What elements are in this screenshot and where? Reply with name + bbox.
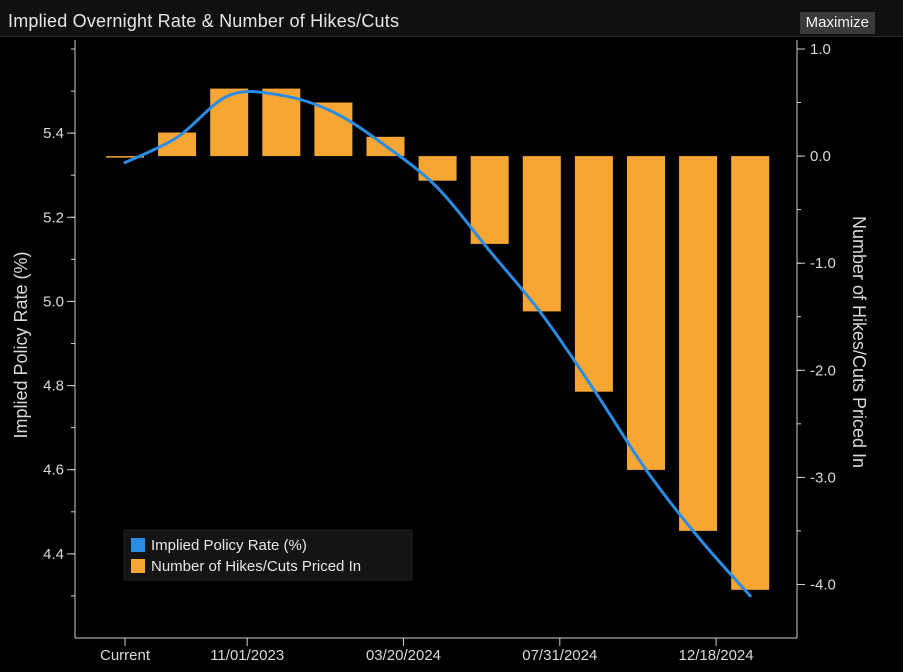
right-tick-label-5: -4.0 <box>810 577 836 594</box>
legend-box <box>123 529 413 581</box>
bar-12 <box>731 156 770 590</box>
bar-0 <box>106 156 144 158</box>
right-tick-label-1: 0.0 <box>810 148 831 165</box>
left-tick-label-0: 4.4 <box>43 546 64 563</box>
right-tick-label-4: -3.0 <box>810 469 836 486</box>
line-series <box>123 89 752 598</box>
right-tick-label-0: 1.0 <box>810 41 831 58</box>
left-axis-title: Implied Policy Rate (%) <box>11 251 31 438</box>
policy-rate-line <box>123 89 752 598</box>
bar-11 <box>679 156 718 531</box>
right-axis-title: Number of Hikes/Cuts Priced In <box>849 216 869 468</box>
bar-1 <box>158 132 197 157</box>
x-tick-label-3: 07/31/2024 <box>522 647 597 664</box>
x-tick-label-4: 12/18/2024 <box>679 647 754 664</box>
legend-label-line: Implied Policy Rate (%) <box>151 537 307 554</box>
legend-label-bar: Number of Hikes/Cuts Priced In <box>151 558 361 575</box>
x-tick-label-0: Current <box>100 647 151 664</box>
bar-2 <box>210 88 249 157</box>
right-tick-label-3: -2.0 <box>810 362 836 379</box>
legend: Implied Policy Rate (%) Number of Hikes/… <box>123 529 413 581</box>
bar-series <box>106 88 770 590</box>
bar-9 <box>574 156 613 392</box>
bar-7 <box>470 156 509 244</box>
bar-8 <box>522 156 561 312</box>
x-tick-label-2: 03/20/2024 <box>366 647 441 664</box>
x-tick-label-1: 11/01/2023 <box>210 647 284 664</box>
chart-title: Implied Overnight Rate & Number of Hikes… <box>8 11 400 31</box>
left-tick-label-1: 4.6 <box>43 462 64 479</box>
maximize-button[interactable]: Maximize <box>799 12 875 34</box>
right-tick-label-2: -1.0 <box>810 255 836 272</box>
x-axis-ticks: Current 11/01/2023 03/20/2024 07/31/2024 12/… <box>100 638 754 664</box>
left-tick-label-3: 5.0 <box>43 293 64 310</box>
left-tick-label-2: 4.8 <box>43 378 64 395</box>
right-axis-ticks: 1.0 0.0 -1.0 -2.0 -3.0 -4.0 <box>797 41 836 594</box>
left-tick-label-5: 5.4 <box>43 125 64 142</box>
left-tick-label-4: 5.2 <box>43 209 64 226</box>
legend-swatch-bar <box>131 559 145 573</box>
title-bar: Implied Overnight Rate & Number of Hikes… <box>0 0 903 37</box>
left-axis-ticks: 4.4 4.6 4.8 5.0 5.2 5.4 <box>43 48 75 597</box>
legend-swatch-line <box>131 538 145 552</box>
bar-3 <box>262 88 301 157</box>
bar-10 <box>627 156 665 470</box>
